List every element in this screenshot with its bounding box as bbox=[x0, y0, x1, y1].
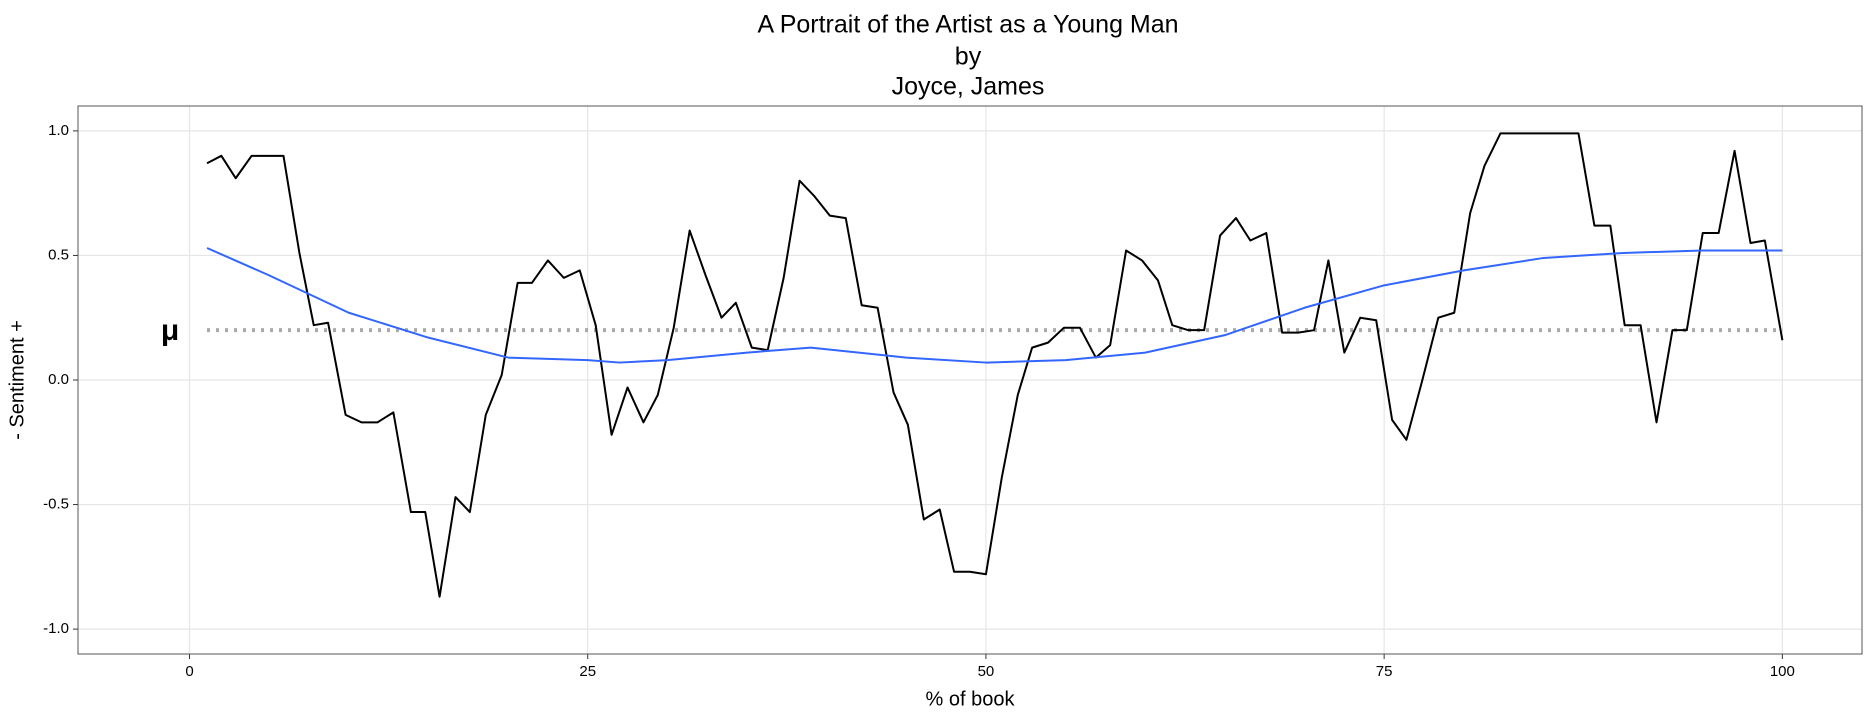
x-tick-label: 50 bbox=[978, 663, 995, 680]
x-tick-label: 75 bbox=[1376, 663, 1393, 680]
mean-label: μ bbox=[161, 314, 179, 347]
series-line bbox=[206, 247, 1783, 364]
y-tick-label: 0.5 bbox=[48, 246, 69, 263]
x-tick-label: 100 bbox=[1770, 663, 1795, 680]
x-tick-label: 0 bbox=[185, 663, 193, 680]
y-tick-label: -1.0 bbox=[43, 620, 69, 637]
x-axis-label: % of book bbox=[926, 688, 1016, 710]
y-tick-label: 1.0 bbox=[48, 122, 69, 139]
y-axis-label: - Sentiment + bbox=[6, 320, 28, 440]
series-line bbox=[206, 132, 1784, 598]
y-tick-label: 0.0 bbox=[48, 371, 69, 388]
y-tick-label: -0.5 bbox=[43, 496, 69, 513]
chart-title: by bbox=[955, 43, 982, 71]
plot-border bbox=[77, 105, 1863, 655]
chart-title: A Portrait of the Artist as a Young Man bbox=[757, 11, 1178, 39]
x-tick-label: 25 bbox=[579, 663, 596, 680]
chart-title: Joyce, James bbox=[892, 73, 1045, 101]
